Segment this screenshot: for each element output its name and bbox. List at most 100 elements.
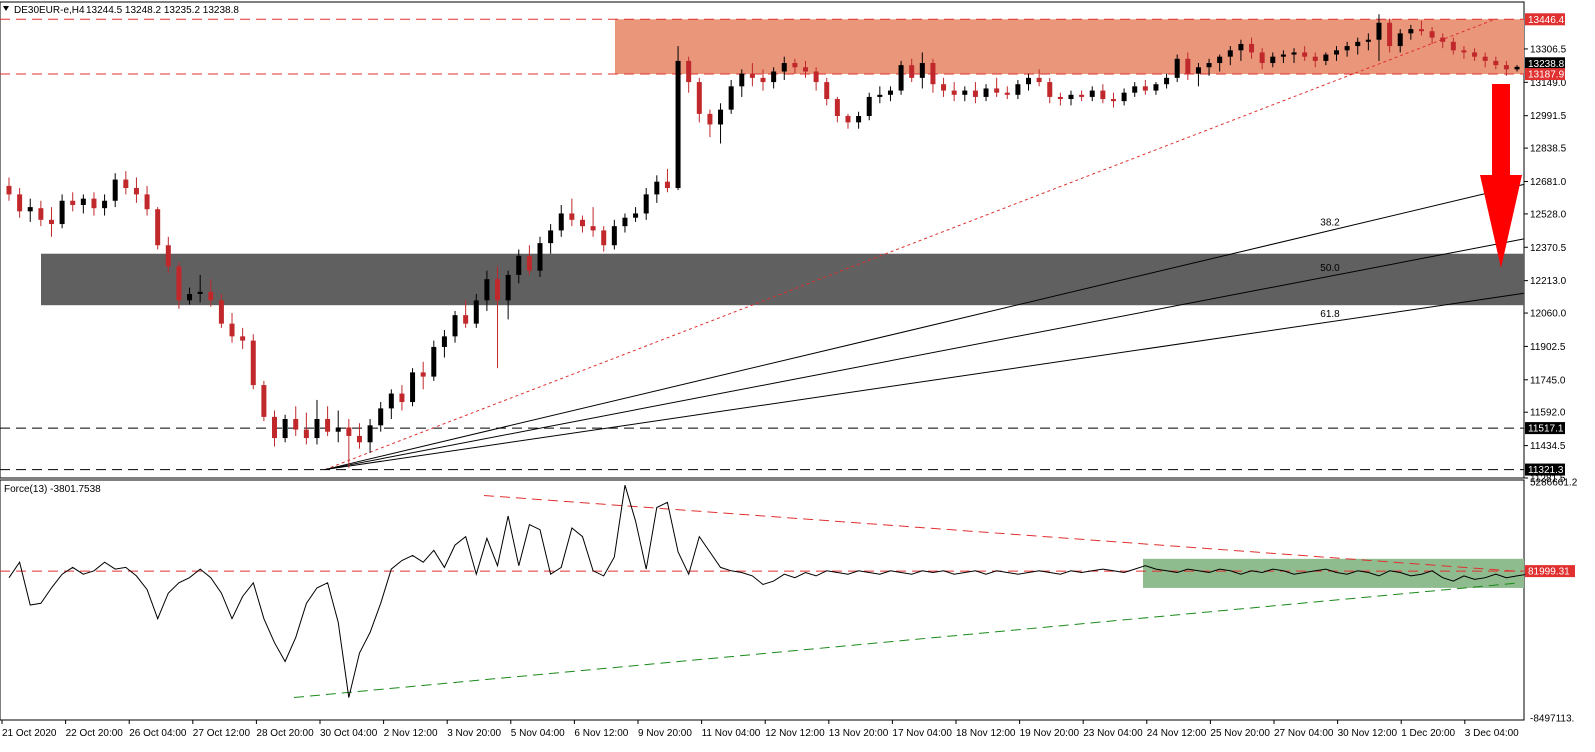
fan-label-50.0: 50.0 [1320, 263, 1340, 274]
time-tick-label: 25 Nov 20:00 [1210, 728, 1270, 739]
candle-body [1312, 56, 1318, 61]
price-tag: 11517.1 [1525, 422, 1565, 435]
time-tick-label: 27 Nov 04:00 [1274, 728, 1334, 739]
candle [664, 168, 670, 193]
candle-body [261, 385, 267, 417]
candle [887, 86, 893, 102]
candle [1461, 46, 1467, 59]
candle-body [749, 73, 755, 78]
candle [1227, 46, 1233, 66]
ohlc-header: 13244.5 13248.2 13235.2 13238.8 [86, 5, 239, 16]
candle-body [856, 115, 862, 123]
candle [144, 185, 150, 216]
price-tag: 11321.3 [1525, 463, 1565, 476]
candle-body [728, 86, 734, 110]
candle [824, 77, 830, 106]
candle [941, 77, 947, 97]
candle [654, 175, 660, 203]
candle-body [569, 213, 575, 220]
candle-body [314, 418, 320, 439]
candle [356, 423, 362, 449]
candle-body [1079, 94, 1085, 97]
candle [473, 293, 479, 328]
candle-body [887, 90, 893, 95]
candle-body [176, 266, 182, 301]
candle [197, 274, 203, 303]
candle [187, 287, 193, 305]
candle [123, 171, 129, 195]
candle [495, 266, 501, 369]
price-tick-label: 11281.5 [1530, 474, 1566, 485]
candle-body [303, 429, 309, 439]
price-tick-label: 12213.0 [1530, 276, 1567, 287]
price-tag-label: 11321.3 [1528, 465, 1564, 476]
candle-body [410, 372, 416, 403]
candle [17, 188, 23, 218]
candle [346, 418, 352, 468]
candle [27, 198, 33, 222]
price-tag-box [1525, 422, 1565, 435]
candle-body [941, 84, 947, 91]
candle [452, 310, 458, 343]
candle [410, 368, 416, 407]
candle-body [378, 408, 384, 426]
candle-body [112, 179, 118, 201]
candle [48, 207, 54, 237]
time-tick-label: 23 Nov 04:00 [1083, 728, 1143, 739]
candle-body [282, 418, 288, 439]
candle [314, 399, 320, 445]
candle-body [325, 418, 331, 432]
candle-body [250, 340, 256, 386]
candle-body [1185, 58, 1191, 74]
candle-body [1036, 77, 1042, 83]
price-tag-label: 13238.8 [1528, 59, 1565, 70]
candle [1493, 56, 1499, 70]
candle [1323, 52, 1329, 66]
candle-body [1280, 54, 1286, 57]
candle [537, 236, 543, 278]
candle-body [1110, 99, 1116, 102]
candle-body [6, 185, 12, 195]
candle-body [834, 99, 840, 116]
force-line [8, 485, 1528, 698]
candle-body [388, 393, 394, 409]
candle-body [1503, 65, 1509, 70]
candle-body [229, 323, 235, 337]
candle [218, 293, 224, 328]
price-tick-label: 13306.5 [1530, 44, 1567, 55]
candle-body [1004, 92, 1010, 95]
candle-body [760, 77, 766, 83]
candle-body [877, 94, 883, 97]
candle-body [420, 372, 426, 377]
candle-body [133, 188, 139, 195]
candle [1185, 52, 1191, 80]
candle-body [1259, 52, 1265, 64]
candle [1482, 52, 1488, 68]
candle-body [792, 63, 798, 68]
candle-body [59, 200, 65, 225]
force-panel: 5286661.2 81999.31 -8497113. Force(13) -38… [0, 478, 1578, 725]
candle-body [463, 315, 469, 324]
price-tag-label: 13187.9 [1528, 70, 1565, 81]
candle [1355, 37, 1361, 55]
time-tick-label: 2 Nov 12:00 [384, 728, 438, 739]
price-tag: 13446.4 [1525, 13, 1565, 26]
candle [102, 194, 108, 216]
candle-body [1249, 43, 1255, 53]
candle-body [1068, 94, 1074, 100]
candle-body [452, 315, 458, 337]
candle-body [590, 226, 596, 231]
candle [569, 198, 575, 227]
candle [1397, 29, 1403, 53]
candle [303, 412, 309, 445]
price-panel-frame [0, 1, 1525, 479]
candle-body [707, 113, 713, 125]
candle [484, 270, 490, 311]
price-tag-box [1525, 57, 1565, 70]
candle-body [1015, 84, 1021, 95]
candle-body [1132, 86, 1138, 93]
candle-body [909, 65, 915, 78]
candle [1110, 92, 1116, 108]
fan-line-38.2 [324, 183, 1525, 471]
candle-body [38, 208, 44, 220]
